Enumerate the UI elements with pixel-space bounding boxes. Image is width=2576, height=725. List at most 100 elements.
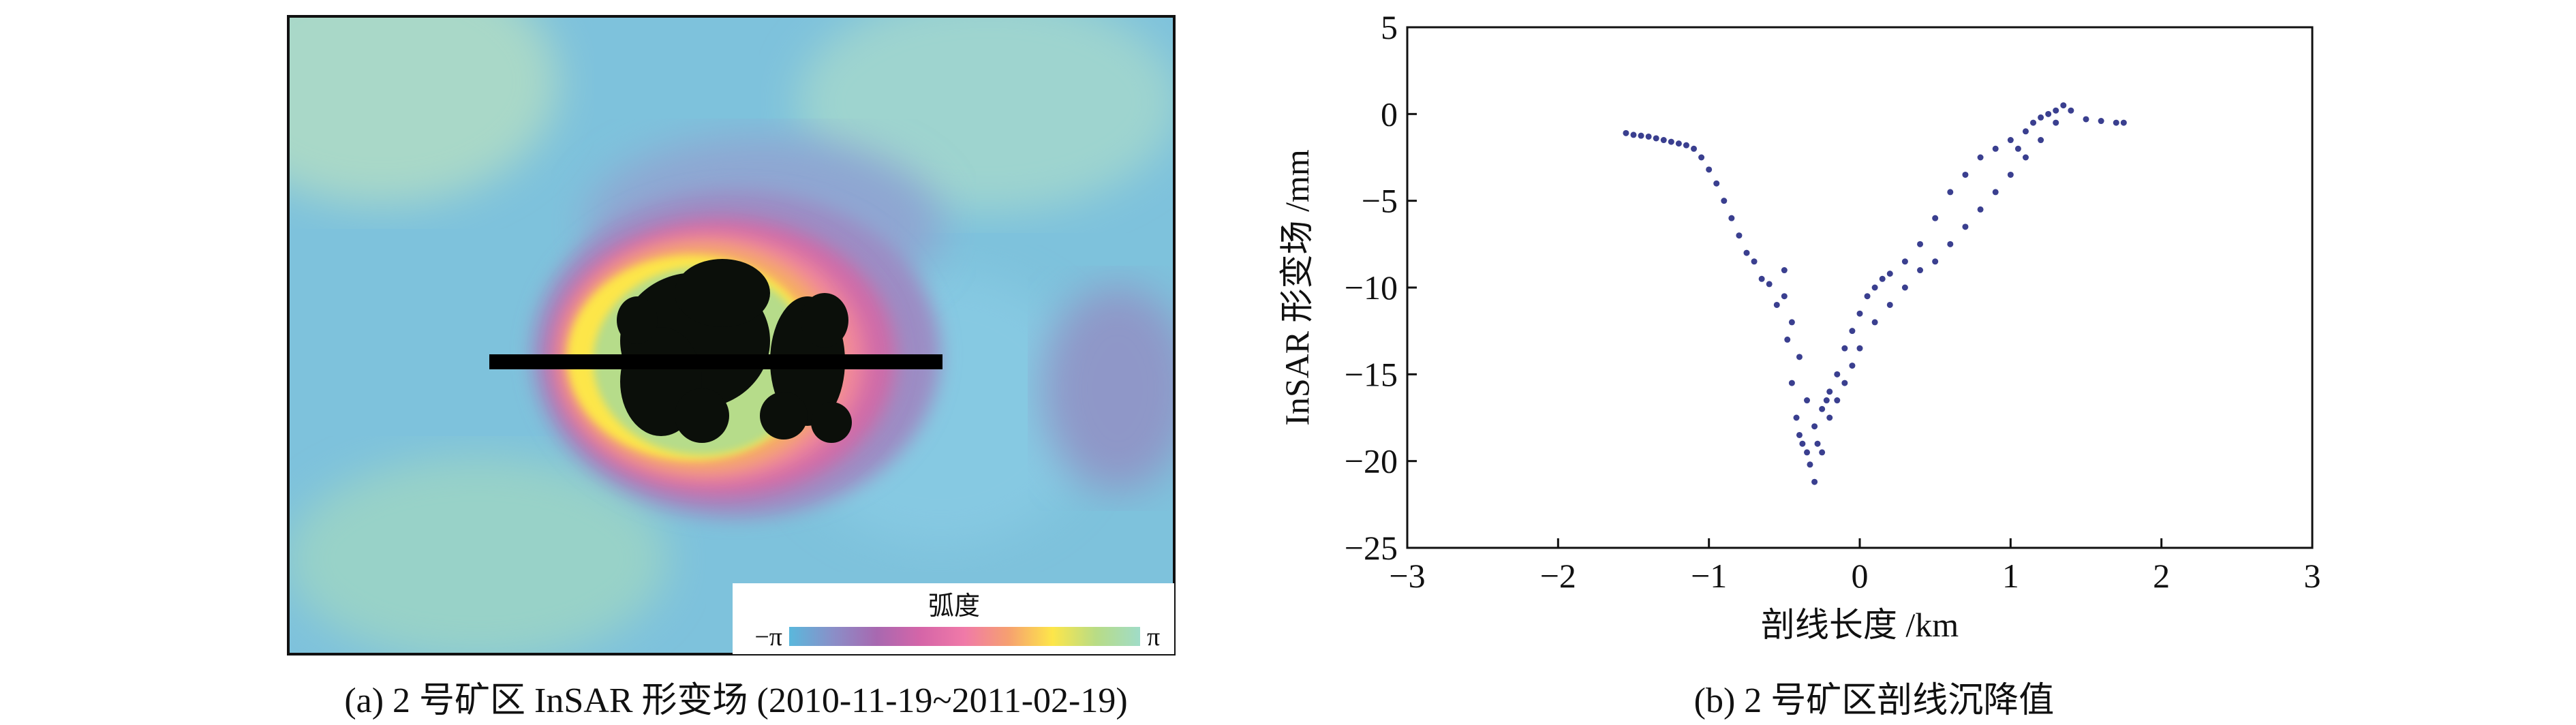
caption-b: (b) 2 号矿区剖线沉降值 bbox=[1693, 681, 2055, 720]
y-tick-label: 0 bbox=[1381, 95, 1398, 133]
data-point bbox=[1773, 301, 1780, 308]
data-point bbox=[1781, 293, 1788, 300]
data-point bbox=[1668, 138, 1674, 145]
data-point bbox=[1819, 405, 1826, 412]
data-point bbox=[1901, 258, 1908, 265]
y-tick-label: −20 bbox=[1345, 442, 1398, 480]
data-point bbox=[1807, 461, 1813, 468]
data-point bbox=[1811, 423, 1818, 430]
x-tick-label: −3 bbox=[1389, 557, 1425, 595]
data-point bbox=[1721, 198, 1728, 204]
y-tick-label: −15 bbox=[1345, 355, 1398, 393]
data-point bbox=[1849, 362, 1856, 369]
data-point bbox=[1841, 345, 1848, 352]
x-axis-label: 剖线长度 /km bbox=[1761, 606, 1959, 644]
x-tick-label: 3 bbox=[2304, 557, 2321, 595]
data-point bbox=[1992, 189, 1999, 196]
data-point bbox=[1932, 258, 1939, 265]
y-tick-label: −5 bbox=[1362, 182, 1398, 220]
data-point bbox=[2120, 119, 2127, 126]
data-point bbox=[1962, 171, 1969, 178]
data-point bbox=[1886, 301, 1893, 308]
data-point bbox=[1814, 440, 1821, 447]
data-point bbox=[1706, 166, 1713, 173]
data-point bbox=[2022, 128, 2029, 135]
data-point bbox=[1841, 380, 1848, 386]
data-point bbox=[1758, 275, 1765, 282]
data-point bbox=[1823, 397, 1830, 404]
y-tick-label: −10 bbox=[1345, 268, 1398, 307]
data-point bbox=[1796, 354, 1803, 360]
data-point bbox=[1788, 380, 1795, 386]
data-point bbox=[1728, 215, 1735, 221]
data-point bbox=[1834, 397, 1841, 404]
data-point bbox=[1751, 258, 1758, 265]
x-tick-label: −2 bbox=[1540, 557, 1576, 595]
x-tick-label: 0 bbox=[1852, 557, 1869, 595]
data-point bbox=[1871, 319, 1878, 326]
data-point bbox=[1653, 135, 1659, 142]
data-point bbox=[1886, 271, 1893, 277]
data-point bbox=[2007, 171, 2014, 178]
data-point bbox=[1788, 319, 1795, 326]
data-point bbox=[1713, 180, 1720, 187]
data-point bbox=[1932, 215, 1939, 221]
data-point bbox=[1784, 336, 1791, 343]
data-point bbox=[1856, 310, 1863, 317]
data-point bbox=[1977, 206, 1984, 213]
data-point bbox=[1683, 142, 1689, 149]
data-point bbox=[1917, 267, 1924, 274]
data-point bbox=[2030, 119, 2037, 126]
data-point bbox=[1947, 241, 1954, 247]
data-point bbox=[1826, 388, 1833, 395]
data-point bbox=[1645, 133, 1652, 140]
data-point bbox=[1849, 328, 1856, 335]
x-tick-label: 2 bbox=[2153, 557, 2170, 595]
data-point bbox=[2060, 102, 2067, 109]
data-point bbox=[2098, 118, 2104, 125]
data-point bbox=[1826, 414, 1833, 421]
y-tick-label: 5 bbox=[1381, 8, 1398, 46]
data-point bbox=[2038, 137, 2044, 144]
data-point bbox=[1804, 449, 1811, 456]
data-point bbox=[1630, 132, 1637, 138]
data-point bbox=[1796, 431, 1803, 438]
data-point bbox=[1743, 249, 1750, 256]
data-point bbox=[1977, 154, 1984, 161]
data-point bbox=[2068, 107, 2074, 114]
data-point bbox=[2053, 119, 2059, 126]
data-point bbox=[1992, 145, 1999, 152]
data-point bbox=[1811, 478, 1818, 485]
plot-frame bbox=[1406, 26, 2314, 549]
data-point bbox=[1698, 154, 1705, 161]
data-point bbox=[1766, 281, 1773, 288]
data-point bbox=[1623, 129, 1629, 136]
data-point bbox=[1799, 440, 1806, 447]
data-point bbox=[2014, 145, 2021, 152]
data-point bbox=[1804, 397, 1811, 404]
data-point bbox=[1856, 345, 1863, 352]
data-point bbox=[1781, 267, 1788, 274]
data-point bbox=[1947, 189, 1954, 196]
x-tick-label: 1 bbox=[2002, 557, 2019, 595]
data-point bbox=[2022, 154, 2029, 161]
data-point bbox=[2083, 116, 2089, 123]
data-point bbox=[1901, 284, 1908, 291]
data-point bbox=[1638, 132, 1644, 139]
data-point bbox=[1819, 449, 1826, 456]
x-tick-label: −1 bbox=[1691, 557, 1727, 595]
y-tick-label: −25 bbox=[1345, 529, 1398, 567]
data-point bbox=[1675, 140, 1682, 147]
caption-a: (a) 2 号矿区 InSAR 形变场 (2010-11-19~2011-02-… bbox=[344, 681, 1128, 720]
chart-points bbox=[1623, 102, 2127, 485]
data-point bbox=[2038, 114, 2044, 121]
data-point bbox=[1793, 414, 1800, 421]
y-axis-label: InSAR 形变场 /mm bbox=[1278, 149, 1316, 426]
data-point bbox=[1660, 137, 1667, 144]
data-point bbox=[2045, 110, 2052, 117]
data-point bbox=[1691, 145, 1698, 152]
data-point bbox=[2113, 119, 2119, 126]
data-point bbox=[1736, 232, 1743, 239]
